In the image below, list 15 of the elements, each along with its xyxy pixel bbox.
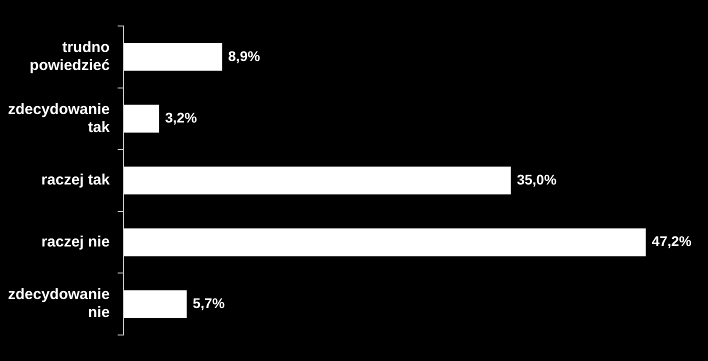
y-tick-label: trudno powiedzieć (30, 39, 110, 74)
data-label: 35,0% (516, 171, 558, 188)
y-tick-label: raczej nie (41, 233, 110, 250)
bar (124, 228, 646, 256)
y-tick-label: zdecydowanie nie (8, 286, 110, 322)
y-tick-label: raczej tak (41, 172, 110, 189)
bar (124, 290, 187, 318)
data-label: 5,7% (192, 294, 226, 311)
data-label: 47,2% (652, 233, 692, 250)
bar (124, 104, 160, 133)
bar (124, 166, 511, 194)
y-tick-label: zdecydowanie tak (8, 100, 110, 136)
data-label: 8,9% (228, 48, 261, 64)
bar (124, 42, 222, 71)
data-label: 3,2% (165, 110, 198, 126)
